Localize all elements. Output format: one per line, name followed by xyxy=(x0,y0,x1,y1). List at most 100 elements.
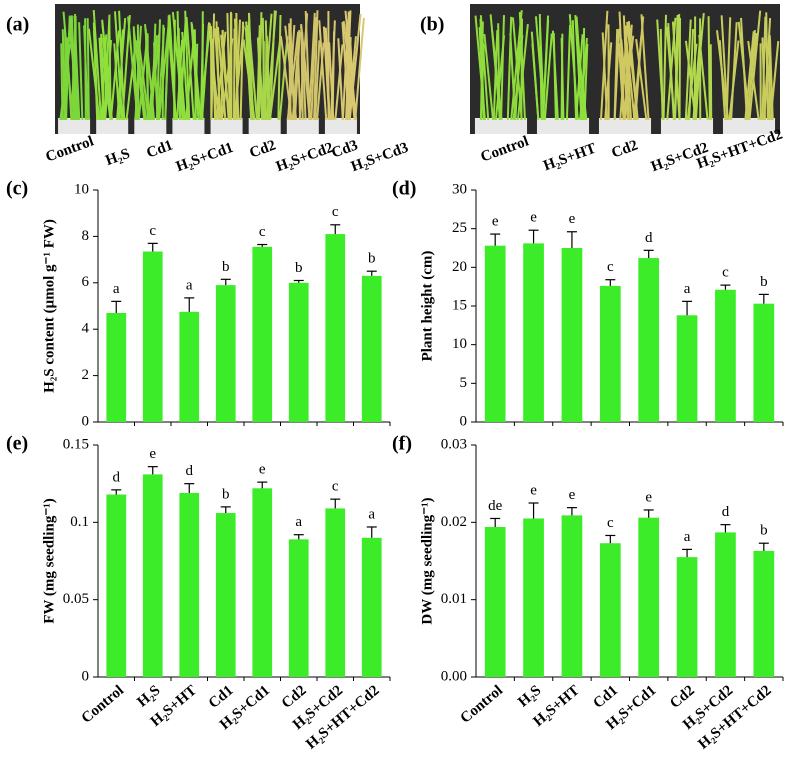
bar xyxy=(325,508,346,677)
blade xyxy=(62,11,74,121)
bar xyxy=(142,251,163,422)
blade xyxy=(232,28,236,121)
bar xyxy=(288,282,309,422)
blade xyxy=(69,17,80,121)
significance-letter: d xyxy=(113,469,121,485)
blade xyxy=(337,38,344,121)
blade xyxy=(113,11,124,121)
blade xyxy=(483,33,495,121)
pot xyxy=(474,118,528,134)
y-tick-label: 25 xyxy=(452,220,467,236)
bar xyxy=(179,311,200,422)
blade xyxy=(511,17,523,121)
bar xyxy=(179,492,200,677)
blade xyxy=(659,28,664,121)
blade xyxy=(100,44,112,121)
significance-letter: c xyxy=(332,204,339,220)
blade xyxy=(748,10,762,121)
blade xyxy=(101,22,113,121)
bar xyxy=(753,550,775,677)
blade xyxy=(531,42,540,121)
y-axis-label: DW (mg seedling⁻¹) xyxy=(419,497,435,624)
y-tick-label: 0.00 xyxy=(441,668,467,684)
blade xyxy=(93,30,99,121)
blade xyxy=(293,32,301,121)
y-tick-label: 10 xyxy=(74,181,89,197)
y-axis-label: H₂S content (μmol g⁻¹ FW) xyxy=(41,219,57,393)
blade xyxy=(492,30,499,121)
y-tick-label: 2 xyxy=(82,367,90,383)
bar xyxy=(106,494,127,677)
bar xyxy=(484,526,506,677)
blade xyxy=(575,34,584,121)
significance-letter: a xyxy=(295,514,302,530)
treatment-label: Control xyxy=(44,133,96,165)
significance-letter: c xyxy=(259,224,266,240)
bar xyxy=(361,537,382,677)
blade xyxy=(665,26,676,121)
blade xyxy=(135,40,148,121)
significance-letter: c xyxy=(332,479,339,495)
blade xyxy=(617,43,625,121)
blade xyxy=(500,15,505,121)
significance-letter: e xyxy=(259,462,266,478)
y-tick-label: 4 xyxy=(82,321,90,337)
significance-letter: e xyxy=(645,489,652,505)
treatment-label: Cd2 xyxy=(248,137,279,161)
significance-letter: a xyxy=(186,277,193,293)
blade xyxy=(233,18,240,121)
significance-letter: e xyxy=(569,211,576,227)
blade xyxy=(83,25,89,121)
blade xyxy=(278,36,289,121)
blade xyxy=(474,15,486,121)
blade xyxy=(147,35,159,121)
pot xyxy=(248,118,281,134)
blade xyxy=(583,43,589,121)
blade xyxy=(201,24,210,121)
blade xyxy=(158,28,170,121)
y-tick-label: 0.05 xyxy=(63,591,89,607)
blade xyxy=(265,35,271,121)
panel-label: (f) xyxy=(392,433,412,455)
significance-letter: c xyxy=(607,515,614,531)
pot xyxy=(172,118,205,134)
bar xyxy=(325,234,346,422)
blade xyxy=(345,11,350,121)
blade xyxy=(543,33,553,121)
photo-plants xyxy=(58,9,780,134)
significance-letter: a xyxy=(684,281,691,297)
blade xyxy=(725,17,732,121)
y-tick-label: 0.02 xyxy=(441,514,467,530)
blade xyxy=(354,17,365,121)
treatment-label: H₂S+HT xyxy=(541,141,598,175)
blade xyxy=(571,20,578,121)
significance-letter: e xyxy=(530,210,537,226)
treatment-label: H₂S xyxy=(104,146,133,169)
blade xyxy=(132,26,138,121)
blade xyxy=(768,39,772,121)
blade xyxy=(176,35,185,121)
y-tick-label: 15 xyxy=(452,297,467,313)
blade xyxy=(552,32,557,121)
pot xyxy=(722,118,776,134)
blade xyxy=(132,30,146,121)
significance-letter: e xyxy=(492,214,499,230)
panel-label: (b) xyxy=(420,14,444,36)
y-tick-label: 6 xyxy=(82,274,90,290)
pot xyxy=(96,118,129,134)
significance-letter: b xyxy=(295,260,303,276)
bar xyxy=(215,513,236,677)
pot xyxy=(324,118,357,134)
blade xyxy=(288,43,297,121)
bar xyxy=(753,303,775,422)
blade xyxy=(620,39,630,121)
blade xyxy=(684,19,692,121)
treatment-label: Control xyxy=(479,133,531,165)
blade xyxy=(307,12,316,121)
pot xyxy=(286,118,319,134)
blade xyxy=(314,40,321,121)
blade xyxy=(98,37,105,121)
y-tick-label: 10 xyxy=(452,336,467,352)
bar xyxy=(676,315,698,422)
significance-letter: b xyxy=(760,274,768,290)
